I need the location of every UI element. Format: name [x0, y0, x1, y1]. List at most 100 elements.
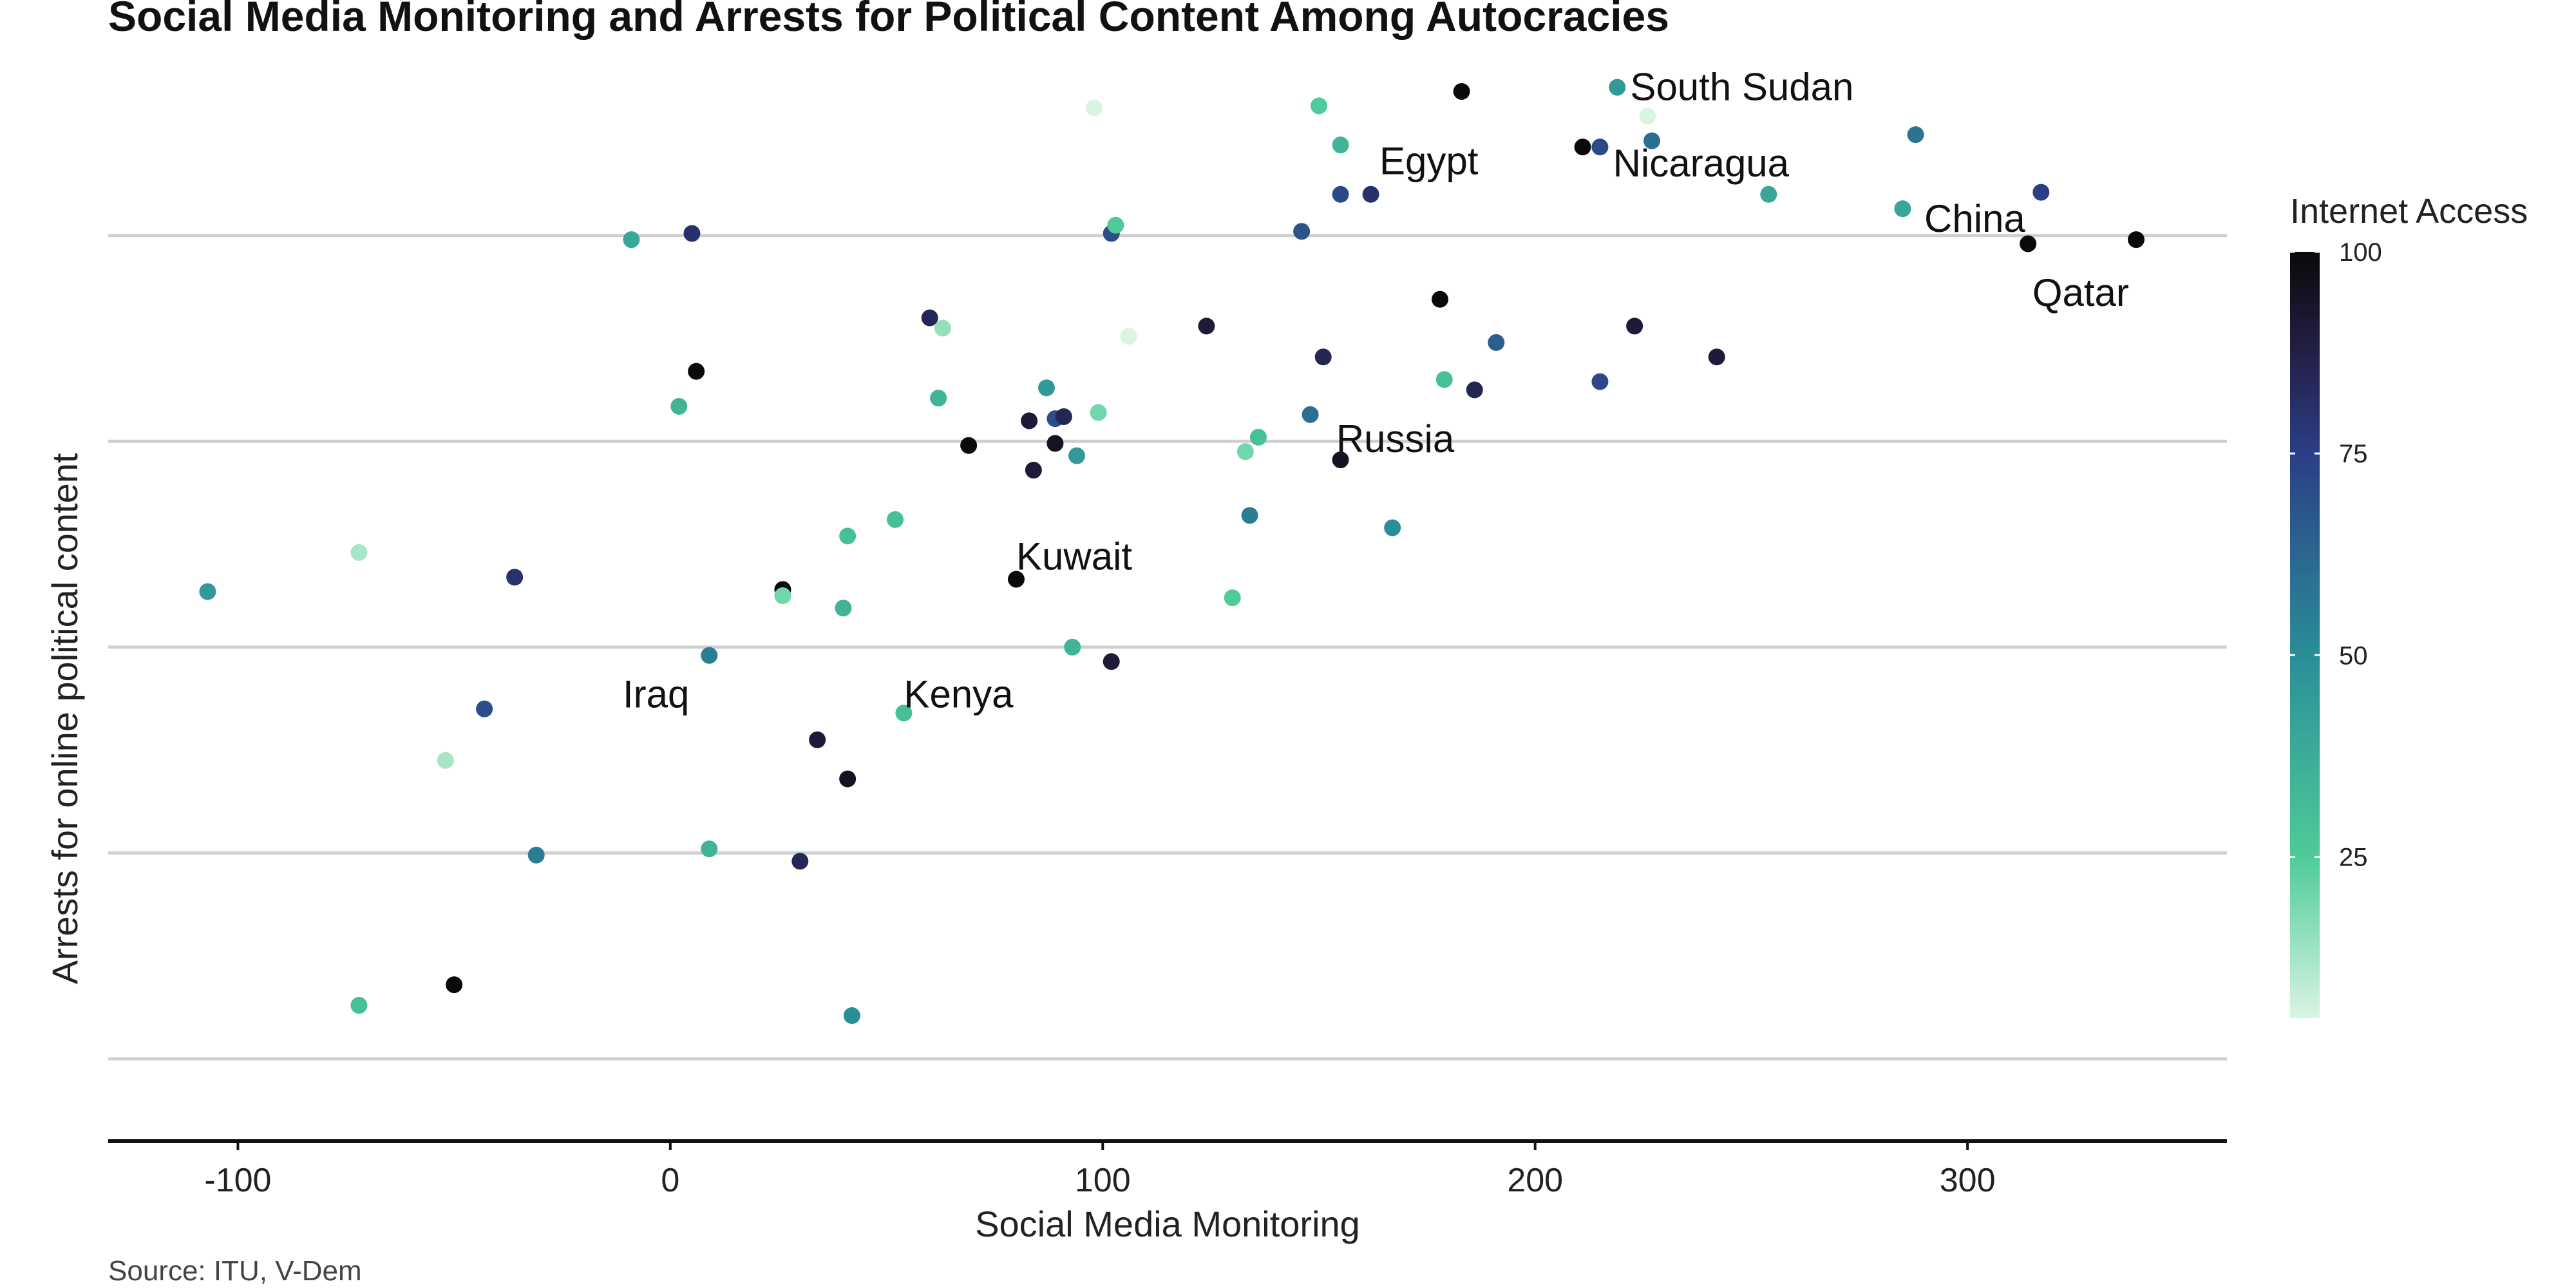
data-point [670, 397, 688, 415]
data-point [2020, 235, 2037, 252]
data-point [934, 319, 951, 337]
chart-title: Social Media Monitoring and Arrests for … [108, 0, 1669, 40]
data-point [791, 853, 809, 870]
x-tick-label: 0 [661, 1162, 679, 1199]
data-point [1293, 223, 1311, 240]
data-point [350, 544, 368, 561]
data-point [1332, 451, 1349, 469]
data-point [1332, 137, 1349, 154]
data-point [701, 647, 718, 664]
data-point [1085, 99, 1103, 117]
data-point [839, 527, 857, 545]
gridlines [108, 234, 2227, 1061]
data-point [1021, 412, 1038, 430]
x-tick-label: 100 [1075, 1162, 1131, 1199]
data-point [809, 731, 826, 748]
data-point [1708, 348, 1725, 366]
x-tick-label: 200 [1507, 1162, 1563, 1199]
colorbar [2290, 252, 2320, 1018]
point-annotation: Iraq [623, 672, 689, 715]
data-point [1250, 428, 1267, 446]
point-annotation: Qatar [2032, 271, 2129, 314]
data-point [1314, 348, 1332, 366]
data-point [1064, 638, 1081, 656]
data-point [1120, 328, 1137, 345]
data-point [1432, 290, 1448, 308]
data-point [1894, 200, 1911, 218]
data-point [1241, 507, 1258, 524]
colorbar-tick-label: 25 [2339, 843, 2368, 871]
y-axis-title: Arrests for online political content [44, 453, 85, 984]
point-annotation: Kenya [904, 672, 1014, 715]
data-point [835, 600, 852, 617]
point-annotation: Nicaragua [1613, 142, 1790, 185]
data-point [921, 309, 938, 327]
data-point [1626, 317, 1643, 335]
data-point [446, 976, 463, 994]
data-point [1025, 462, 1042, 479]
colorbar-tick-label: 50 [2339, 641, 2368, 670]
data-point [1591, 373, 1609, 390]
data-point [1224, 589, 1241, 607]
data-point [506, 569, 524, 586]
data-point [2128, 231, 2145, 249]
point-annotation: Kuwait [1016, 535, 1132, 578]
data-point [1090, 404, 1107, 421]
data-point [1068, 447, 1085, 464]
x-axis-ticks: -100 0 100 200 300 [204, 1141, 1996, 1199]
data-point [1038, 379, 1055, 397]
point-annotation: Russia [1336, 417, 1455, 460]
data-point [623, 231, 640, 249]
data-point [1907, 126, 1924, 144]
data-point [774, 587, 791, 605]
data-point [476, 700, 493, 717]
points [199, 79, 2145, 1025]
data-point [1639, 108, 1656, 125]
data-point [843, 1007, 860, 1025]
data-point [1103, 653, 1120, 670]
data-point [887, 511, 904, 528]
data-point [839, 770, 857, 788]
data-point [1574, 138, 1591, 156]
x-tick-label: -100 [204, 1162, 271, 1199]
colorbar-tick-label: 75 [2339, 440, 2368, 468]
point-annotation: Egypt [1379, 140, 1479, 183]
data-point [930, 390, 947, 407]
data-point [1453, 82, 1470, 100]
data-point [895, 705, 913, 722]
data-point [1332, 185, 1349, 203]
data-point [199, 583, 216, 600]
data-point [2032, 184, 2050, 201]
data-point [1311, 97, 1327, 115]
data-point [688, 363, 705, 380]
data-point [1046, 435, 1064, 452]
data-point [350, 997, 368, 1014]
data-point [1384, 519, 1401, 536]
data-point [1466, 381, 1483, 399]
data-point [1488, 334, 1505, 351]
point-annotation: South Sudan [1630, 66, 1853, 109]
data-point [1609, 79, 1626, 96]
data-point [1591, 138, 1609, 156]
data-point [1008, 571, 1025, 588]
source-note: Source: ITU, V-Dem [108, 1255, 362, 1287]
data-point [1435, 371, 1453, 388]
data-point [1302, 406, 1319, 423]
data-point [1643, 132, 1660, 149]
data-point [527, 846, 545, 864]
x-axis-title: Social Media Monitoring [975, 1204, 1360, 1244]
data-point [437, 752, 454, 769]
data-point [1236, 443, 1254, 460]
legend-title: Internet Access [2290, 192, 2528, 231]
point-annotation: China [1924, 197, 2025, 240]
data-point [1198, 317, 1215, 335]
colorbar-ticks: 25 50 75 100 [2290, 238, 2382, 871]
data-point [683, 225, 701, 242]
colorbar-tick-label: 100 [2339, 238, 2382, 267]
color-legend: Internet Access 25 50 75 100 [2290, 192, 2528, 1018]
data-point [701, 840, 718, 858]
data-point [1362, 185, 1379, 203]
data-point [1760, 185, 1777, 203]
